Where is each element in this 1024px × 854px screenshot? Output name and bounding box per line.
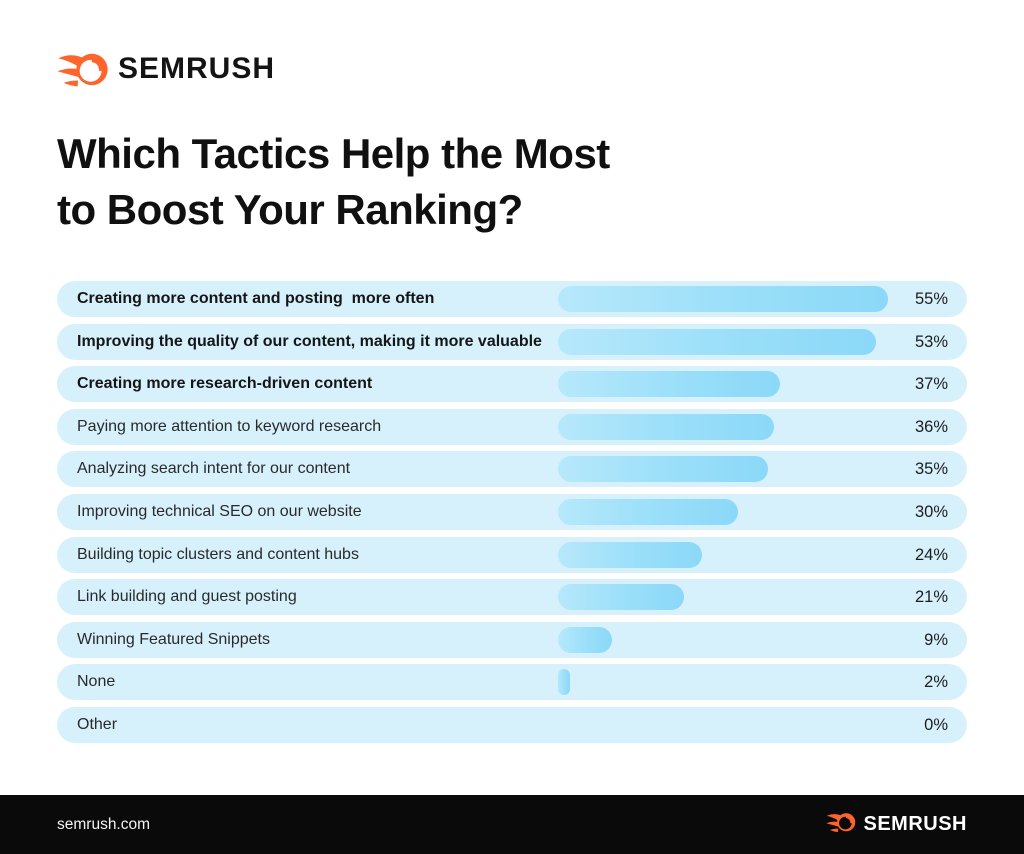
title-line-2: to Boost Your Ranking? <box>57 185 523 233</box>
chart-row: Other 0% <box>57 706 967 743</box>
row-bar <box>558 456 768 483</box>
chart-row: Improving the quality of our content, ma… <box>57 323 967 360</box>
chart-row: Creating more research-driven content 37… <box>57 366 967 403</box>
semrush-logo: SEMRUSH <box>57 50 275 88</box>
footer: semrush.com SEMRUSH <box>0 795 1024 854</box>
chart-row: Winning Featured Snippets 9% <box>57 621 967 658</box>
row-percent: 30% <box>914 502 948 521</box>
row-label: Building topic clusters and content hubs <box>77 545 359 563</box>
row-label: Other <box>77 715 118 733</box>
chart-row: Analyzing search intent for our content … <box>57 451 967 488</box>
row-percent: 24% <box>914 545 948 564</box>
row-percent: 9% <box>924 630 948 649</box>
row-bar <box>558 371 780 398</box>
chart-row: Creating more content and posting more o… <box>57 281 967 317</box>
row-bar <box>558 541 702 568</box>
row-bar <box>558 498 738 525</box>
footer-semrush-logo-text: SEMRUSH <box>863 813 967 835</box>
semrush-logo-text: SEMRUSH <box>118 52 276 85</box>
row-label: None <box>77 673 116 691</box>
row-percent: 53% <box>914 332 948 351</box>
row-label: Creating more research-driven content <box>77 375 373 393</box>
row-bar <box>558 286 888 312</box>
row-label: Improving technical SEO on our website <box>77 502 362 520</box>
chart-row: Improving technical SEO on our website 3… <box>57 493 967 530</box>
row-percent: 21% <box>914 588 948 607</box>
row-bar <box>558 584 684 611</box>
row-label: Improving the quality of our content, ma… <box>77 332 542 350</box>
semrush-comet-icon <box>826 811 856 838</box>
row-label: Paying more attention to keyword researc… <box>77 417 382 435</box>
semrush-comet-icon <box>57 50 109 88</box>
row-label: Creating more content and posting more o… <box>77 290 435 307</box>
row-percent: 55% <box>914 290 948 308</box>
row-percent: 2% <box>924 673 948 692</box>
row-label: Link building and guest posting <box>77 588 297 606</box>
row-bar <box>558 626 612 653</box>
chart-row: Paying more attention to keyword researc… <box>57 408 967 445</box>
row-percent: 0% <box>924 715 948 734</box>
row-label: Winning Featured Snippets <box>77 630 270 648</box>
row-percent: 37% <box>914 375 948 394</box>
title-line-1: Which Tactics Help the Most <box>57 130 610 177</box>
footer-site-url: semrush.com <box>57 815 151 833</box>
footer-semrush-logo: SEMRUSH <box>826 811 967 838</box>
row-bar <box>558 669 570 696</box>
chart-row: Building topic clusters and content hubs… <box>57 536 967 573</box>
row-label: Analyzing search intent for our content <box>77 460 351 478</box>
row-bar <box>558 328 876 355</box>
chart-row: None 2% <box>57 664 967 701</box>
tactics-bar-chart: Creating more content and posting more o… <box>57 281 967 750</box>
row-percent: 35% <box>914 460 948 479</box>
row-percent: 36% <box>914 417 948 436</box>
row-bar <box>558 413 774 440</box>
chart-row: Link building and guest posting 21% <box>57 579 967 616</box>
page-title: Which Tactics Help the Most to Boost You… <box>57 126 610 238</box>
